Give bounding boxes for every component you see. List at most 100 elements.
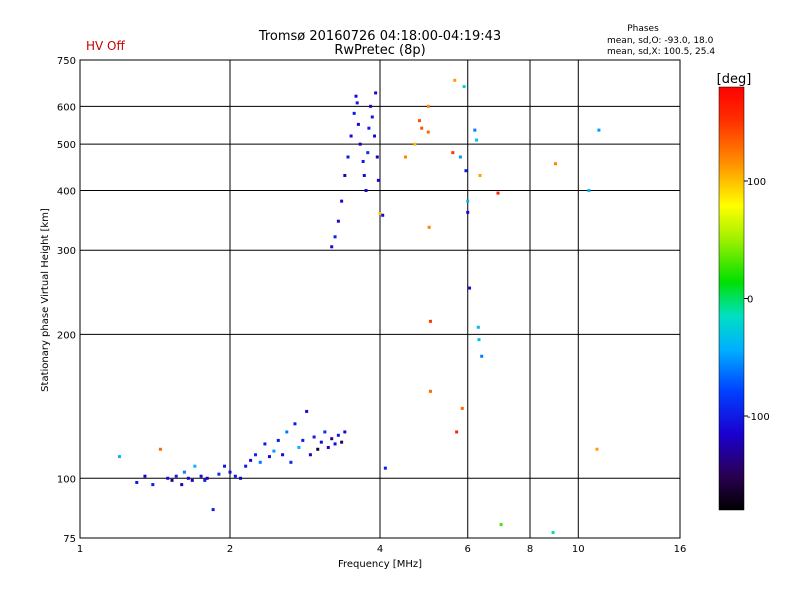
data-point — [203, 478, 207, 482]
x-tick-label: 6 — [465, 544, 471, 555]
y-tick-label: 500 — [57, 140, 76, 151]
data-point — [477, 338, 481, 342]
data-point — [370, 115, 374, 119]
data-point — [352, 111, 356, 115]
data-point — [244, 464, 248, 468]
data-point — [211, 508, 215, 512]
data-point — [376, 178, 380, 182]
data-point — [403, 155, 407, 159]
data-point — [366, 151, 370, 155]
data-point — [464, 169, 468, 173]
colorbar-label: [deg] — [717, 72, 752, 87]
data-point — [297, 445, 301, 449]
data-point — [453, 78, 457, 82]
data-point — [166, 476, 170, 480]
data-point — [249, 458, 253, 462]
data-point — [378, 212, 382, 216]
data-point — [346, 155, 350, 159]
data-point — [205, 476, 209, 480]
y-tick-label: 200 — [57, 330, 76, 341]
data-point — [316, 447, 320, 451]
y-tick-label: 75 — [63, 534, 76, 545]
data-point — [358, 142, 362, 146]
data-point — [170, 478, 174, 482]
data-point — [330, 245, 334, 249]
y-tick-label: 750 — [57, 56, 76, 67]
data-point — [333, 442, 337, 446]
data-point — [258, 460, 262, 464]
data-point — [451, 151, 455, 155]
data-point — [426, 104, 430, 108]
y-tick-label: 600 — [57, 102, 76, 113]
data-point — [362, 173, 366, 177]
data-point — [428, 319, 432, 323]
data-point — [301, 438, 305, 442]
data-point — [455, 430, 459, 434]
data-point — [217, 472, 221, 476]
data-point — [343, 173, 347, 177]
data-point — [340, 199, 344, 203]
data-point — [182, 470, 186, 474]
data-point — [420, 126, 424, 130]
data-point — [285, 430, 289, 434]
data-point — [199, 474, 203, 478]
data-point — [276, 438, 280, 442]
data-point — [480, 354, 484, 358]
phases-title: Phases — [627, 24, 659, 34]
data-point — [551, 531, 555, 535]
data-point — [263, 442, 267, 446]
x-tick-label: 2 — [227, 544, 233, 555]
x-tick-label: 4 — [377, 544, 383, 555]
data-point — [367, 126, 371, 130]
colorbar-tick-label: -100 — [747, 412, 770, 423]
data-point — [281, 453, 285, 457]
data-point — [466, 210, 470, 214]
data-point — [496, 191, 500, 195]
x-axis-label: Frequency [MHz] — [338, 559, 422, 570]
data-point — [319, 440, 323, 444]
data-point — [381, 213, 385, 217]
data-point — [383, 466, 387, 470]
data-point — [413, 142, 417, 146]
chart-title: Tromsø 20160726 04:18:00-04:19:43 — [258, 29, 501, 44]
chart-subtitle: RwPretec (8p) — [334, 43, 425, 58]
data-point — [364, 188, 368, 192]
data-point — [476, 325, 480, 329]
data-point — [253, 453, 257, 457]
data-point — [228, 470, 232, 474]
x-tick-label: 16 — [674, 544, 687, 555]
y-tick-label: 400 — [57, 186, 76, 197]
axis-tick-labels: 1 2 4 6 8 10 16 75 100 200 300 400 500 600 750 — [57, 56, 686, 555]
data-point — [478, 173, 482, 177]
data-point — [223, 464, 227, 468]
plot-frame — [79, 59, 681, 539]
data-point — [428, 389, 432, 393]
x-tick-label: 8 — [527, 544, 533, 555]
data-point — [473, 128, 477, 132]
data-point — [326, 445, 330, 449]
y-tick-label: 100 — [57, 474, 76, 485]
data-point — [349, 134, 353, 138]
data-point — [369, 104, 373, 108]
data-point — [373, 134, 377, 138]
colorbar-tick-label: 0 — [747, 295, 753, 306]
data-point — [117, 455, 121, 459]
data-point — [468, 286, 472, 290]
data-point — [333, 235, 337, 239]
data-point — [190, 478, 194, 482]
data-point — [553, 162, 557, 166]
data-point — [462, 85, 466, 89]
x-tick-label: 1 — [77, 544, 83, 555]
status-text: HV Off — [86, 39, 125, 53]
y-tick-label: 300 — [57, 246, 76, 257]
data-point — [233, 474, 237, 478]
data-point — [417, 119, 421, 123]
data-point — [293, 422, 297, 426]
data-point — [336, 219, 340, 223]
data-point — [356, 122, 360, 126]
data-point — [289, 460, 293, 464]
data-point — [426, 130, 430, 134]
data-point — [336, 433, 340, 437]
data-point — [595, 447, 599, 451]
data-point — [340, 440, 344, 444]
